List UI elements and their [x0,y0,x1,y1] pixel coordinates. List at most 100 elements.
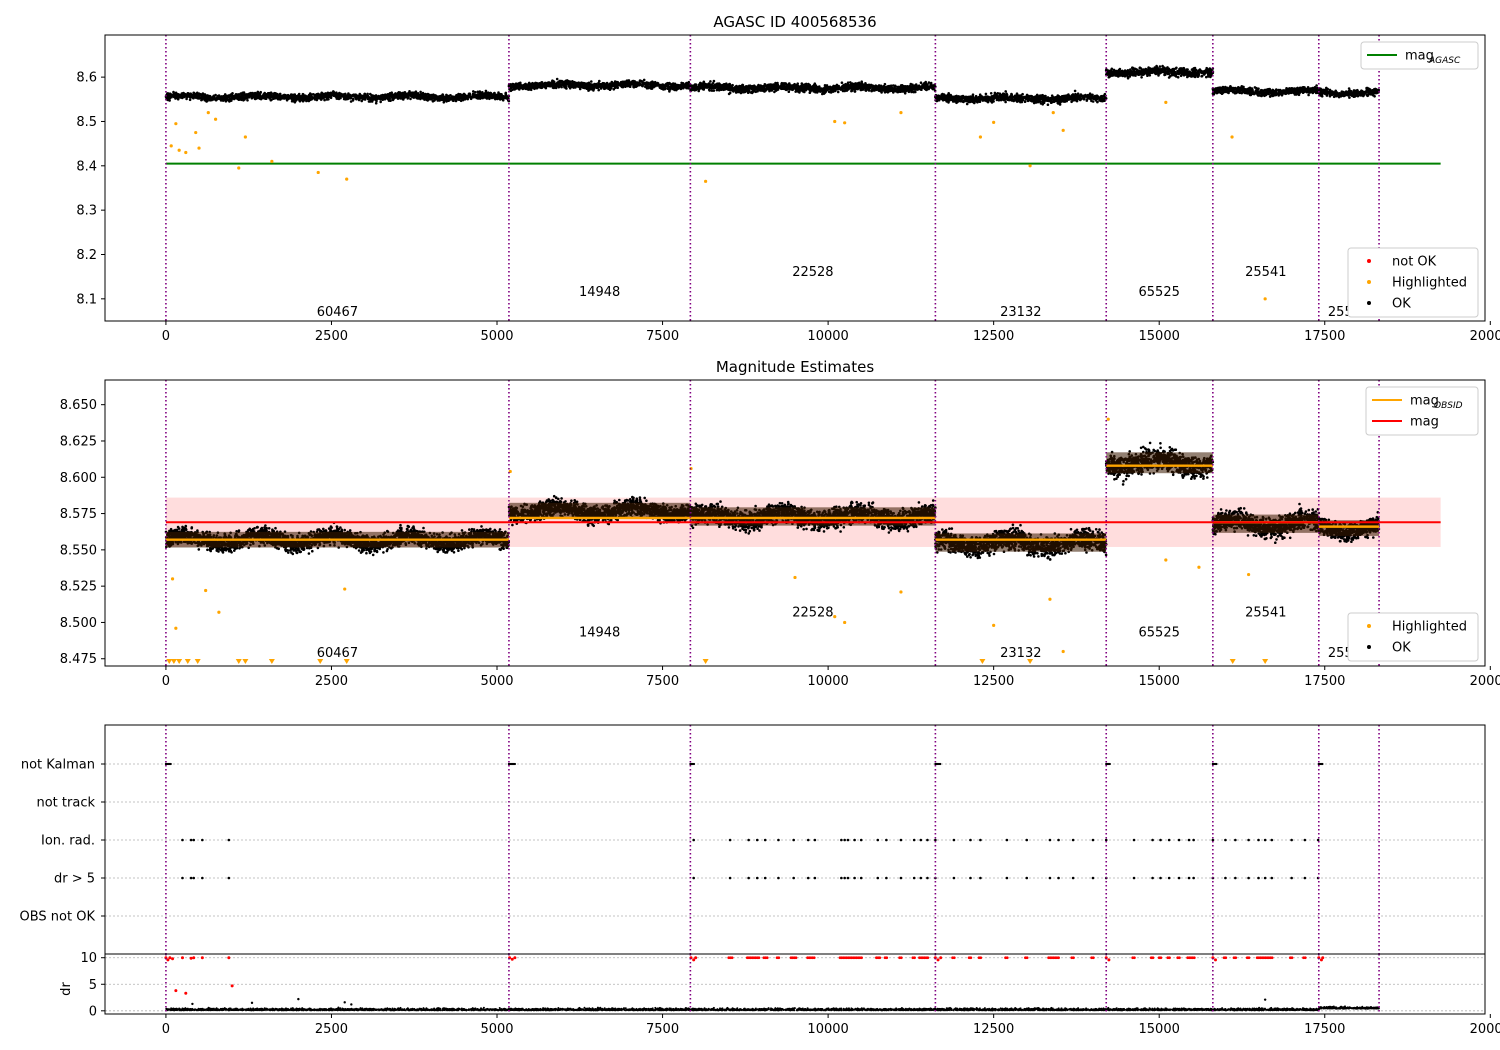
top-ok-point [370,94,373,97]
top-ok-point [356,94,360,98]
top-ok-point [580,84,583,88]
top-ok-point [987,95,991,99]
top-ok-point [648,86,652,89]
top-ok-point [978,93,982,96]
top-ok-point [469,97,473,101]
top-ok-point [1073,96,1076,99]
top-ok-point [357,98,361,102]
top-magnitude-panel: AGASC ID 4005685366046714948225282313265… [76,13,1500,344]
top-ok-point [242,99,245,102]
top-ok-point [337,92,341,96]
top-ok-point [890,89,894,92]
top-ok-point [795,83,799,87]
top-ok-point [185,97,188,101]
top-ok-point [981,99,984,102]
top-ok-point [909,85,913,89]
top-ok-point [1025,96,1029,99]
top-ok-point [608,82,612,85]
top-ok-point [757,83,760,87]
top-ok-point [635,84,639,87]
top-ok-point [791,88,794,91]
top-ok-point [672,86,675,89]
top-ok-point [237,95,241,99]
top-ok-point [414,92,417,96]
top-ok-point [625,84,628,87]
top-ok-point [860,80,863,83]
top-ok-point [997,96,1000,99]
top-ok-point [344,94,347,98]
top-ok-point [173,95,177,98]
top-ok-point [1085,99,1089,102]
top-ok-point [1035,100,1038,104]
top-ok-point [529,85,533,88]
top-ok-point [1056,101,1059,105]
top-ok-point [568,80,572,83]
top-ok-point [494,97,497,101]
top-ok-point [1030,98,1034,101]
top-ok-point [744,85,748,88]
top-ok-point [166,92,170,95]
top-ok-point [440,94,443,98]
top-ok-point [627,81,630,84]
top-ok-point [684,83,687,87]
top-ok-point [1019,100,1022,104]
top-ok-point [624,80,628,84]
top-ok-point [834,89,837,93]
top-ok-point [300,95,304,98]
top-ok-point [860,82,864,86]
top-ok-point [1054,96,1057,99]
top-ok-point [545,84,549,87]
top-ok-point [293,100,297,104]
top-ok-point [917,87,921,91]
top-ok-point [809,87,812,91]
top-ok-point [859,88,863,91]
top-ok-point [726,88,730,91]
top-ok-point [312,96,315,99]
top-ok-point [677,86,681,90]
top-ok-point [853,90,857,93]
top-ok-point [961,94,965,98]
top-ok-point [731,86,734,90]
top-ok-point [632,85,635,89]
top-ok-point [741,83,744,87]
top-ok-point [942,96,946,100]
top-ok-point [478,93,481,96]
top-ok-point [1049,96,1052,100]
top-ok-point [584,84,587,88]
top-ok-point [471,94,474,97]
top-ok-point [794,86,797,90]
top-ok-point [249,94,252,97]
top-ok-point [255,92,258,95]
top-ok-point [675,83,679,87]
top-ok-point [680,81,683,85]
top-ok-point [488,97,491,101]
top-ok-point [528,82,531,85]
top-ok-point [631,83,634,86]
top-ok-point [391,98,395,102]
top-ok-point [169,94,173,97]
top-ok-point [712,79,716,83]
top-ok-point [314,94,318,97]
top-ok-point [1015,93,1018,97]
top-ok-point [808,91,812,94]
top-ok-point [1041,93,1044,97]
top-ok-point [983,99,987,102]
top-ok-point [204,99,208,102]
top-ok-point [737,86,740,90]
top-ok-point [509,86,513,90]
top-ok-point [616,86,619,89]
top-ok-point [1004,100,1007,104]
top-ok-point [846,81,850,84]
top-ok-point [447,99,451,102]
top-ok-point [524,86,527,89]
top-ok-point [620,81,623,84]
top-ok-point [662,84,666,88]
top-ok-point [414,90,418,93]
top-ok-point [794,90,797,93]
top-ok-point [742,88,746,92]
top-ok-point [881,88,884,92]
top-ok-point [363,92,366,96]
top-ok-point [864,89,868,92]
top-ok-point [1019,94,1023,97]
top-ok-point [455,96,459,99]
